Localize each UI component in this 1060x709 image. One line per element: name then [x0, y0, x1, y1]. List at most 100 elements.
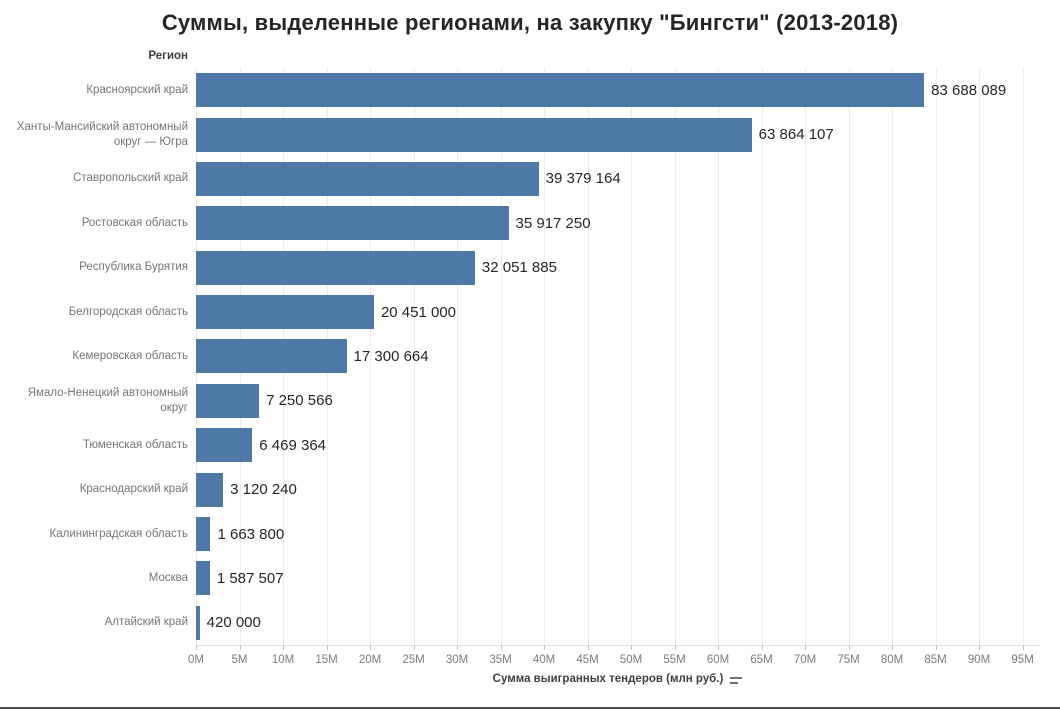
bar[interactable]: [196, 472, 224, 507]
bar[interactable]: [196, 605, 200, 640]
x-tick-mark: [370, 645, 372, 650]
value-label: 39 379 164: [545, 170, 621, 188]
value-label: 63 864 107: [758, 126, 834, 144]
x-tick-label: 80M: [880, 654, 904, 666]
x-tick-label: 45M: [576, 654, 599, 666]
region-label-row: Республика Бурятия: [0, 246, 188, 290]
region-label-row: Белгородская область: [0, 290, 188, 334]
region-label: Красноярский край: [86, 83, 188, 96]
region-label-row: Ростовская область: [0, 201, 188, 245]
bar[interactable]: [196, 117, 752, 152]
region-label-row: Красноярский край: [0, 68, 188, 112]
region-label-row: Москва: [0, 556, 188, 600]
x-tick-label: 75M: [837, 654, 860, 666]
x-tick-mark: [413, 645, 415, 650]
bar[interactable]: [196, 339, 347, 374]
bar[interactable]: [196, 517, 211, 552]
bar[interactable]: [196, 295, 374, 330]
x-tick-label: 10M: [271, 654, 295, 666]
chart-title: Суммы, выделенные регионами, на закупку …: [161, 10, 899, 35]
gridline: [979, 68, 981, 645]
x-axis-title: Сумма выигранных тендеров (млн руб.): [492, 673, 724, 685]
bar[interactable]: [196, 561, 210, 596]
bar-row: 63 864 107: [196, 112, 1040, 156]
x-tick-mark: [718, 645, 720, 650]
x-tick-mark: [239, 645, 241, 650]
x-tick-label: 70M: [793, 654, 817, 666]
x-tick-label: 90M: [967, 654, 991, 666]
x-tick-mark: [544, 645, 546, 650]
value-label: 1 663 800: [217, 525, 285, 543]
gridline: [370, 68, 372, 645]
bar-row: 35 917 250: [196, 201, 1040, 245]
x-tick-mark: [500, 645, 502, 650]
x-axis-title-row: Сумма выигранных тендеров (млн руб.): [196, 673, 1040, 685]
gridline: [631, 68, 633, 645]
bar[interactable]: [196, 428, 253, 463]
bar[interactable]: [196, 73, 925, 108]
value-label: 1 587 507: [216, 569, 284, 587]
value-label: 7 250 566: [266, 392, 333, 410]
region-label-row: Кемеровская область: [0, 334, 188, 378]
region-label: Ханты-Мансийский автономный округ — Югра: [16, 120, 188, 148]
region-label-row: Ханты-Мансийский автономный округ — Югра: [0, 112, 188, 156]
y-axis-field-label: Регион: [148, 50, 188, 62]
region-label-row: Краснодарский край: [0, 467, 188, 511]
plot-area: 83 688 089 63 864 107 39 379 164 35 917 250…: [196, 68, 1040, 645]
region-label-row: Калининградская область: [0, 512, 188, 556]
bar-row: 83 688 089: [196, 68, 1040, 112]
gridline: [1022, 68, 1024, 645]
region-label-row: Ставропольский край: [0, 157, 188, 201]
x-tick-mark: [892, 645, 894, 650]
x-tick-mark: [457, 645, 459, 650]
gridline: [457, 68, 459, 645]
x-tick-mark: [196, 645, 197, 650]
region-label-row: Тюменская область: [0, 423, 188, 467]
region-label: Ставропольский край: [73, 172, 188, 185]
value-label: 20 451 000: [380, 303, 457, 321]
x-tick-label: 15M: [315, 654, 338, 666]
x-tick-label: 65M: [750, 654, 773, 666]
bar[interactable]: [196, 383, 260, 418]
region-label: Ямало-Ненецкий автономный округ: [27, 386, 188, 414]
x-tick-label: 50M: [619, 654, 643, 666]
gridline: [413, 68, 415, 645]
x-tick-label: 30M: [445, 654, 469, 666]
gridline: [935, 68, 937, 645]
x-tick-label: 40M: [532, 654, 556, 666]
bar-row: 32 051 885: [196, 246, 1040, 290]
x-tick-mark: [326, 645, 328, 650]
bar[interactable]: [196, 250, 475, 285]
sort-descending-icon[interactable]: [730, 675, 743, 684]
x-tick-label: 35M: [489, 654, 512, 666]
bar-row: 1 587 507: [196, 556, 1040, 600]
bar-row: 3 120 240: [196, 467, 1040, 511]
region-label: Калининградская область: [49, 527, 188, 540]
value-label: 32 051 885: [481, 259, 557, 277]
bar-row: 7 250 566: [196, 379, 1040, 423]
region-label: Тюменская область: [82, 438, 188, 451]
region-label: Кемеровская область: [72, 349, 188, 362]
x-tick-label: 5M: [231, 654, 248, 666]
x-tick-label: 85M: [924, 654, 947, 666]
gridline: [848, 68, 850, 645]
bar[interactable]: [196, 161, 539, 196]
bar[interactable]: [196, 206, 509, 241]
x-tick-mark: [1022, 645, 1024, 650]
value-label: 420 000: [206, 614, 261, 632]
x-tick-label: 55M: [663, 654, 686, 666]
x-tick-mark: [979, 645, 981, 650]
bar-row: 20 451 000: [196, 290, 1040, 334]
gridline: [892, 68, 894, 645]
x-tick-mark: [631, 645, 633, 650]
value-label: 35 917 250: [515, 214, 591, 232]
value-label: 6 469 364: [259, 436, 327, 454]
x-tick-mark: [674, 645, 676, 650]
region-label-row: Ямало-Ненецкий автономный округ: [0, 379, 188, 423]
x-tick-mark: [761, 645, 763, 650]
value-label: 3 120 240: [230, 481, 297, 499]
region-label: Белгородская область: [68, 305, 188, 318]
bar-row: 39 379 164: [196, 157, 1040, 201]
region-label: Ростовская область: [81, 216, 188, 229]
